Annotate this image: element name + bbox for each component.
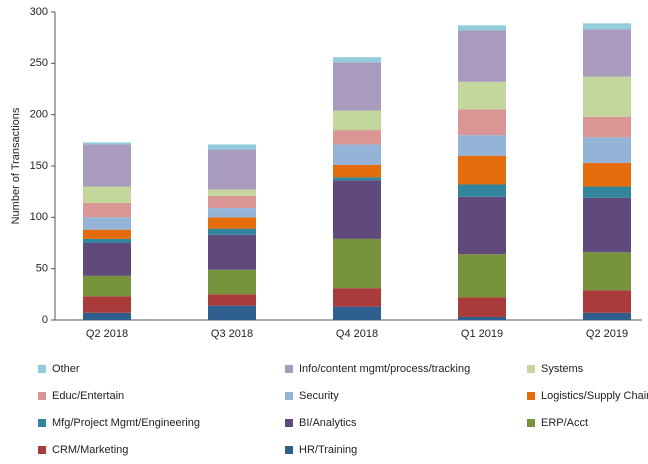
bar-segment [83, 296, 131, 313]
legend-swatch [285, 446, 293, 454]
legend-swatch [527, 365, 535, 373]
legend-label: Security [299, 390, 339, 402]
legend-label: Educ/Entertain [52, 390, 124, 402]
legend-label: Logistics/Supply Chain [541, 390, 648, 402]
y-tick-label: 250 [30, 57, 48, 69]
y-axis-label: Number of Transactions [10, 107, 22, 224]
bar-segment [83, 243, 131, 276]
bar-segment [208, 234, 256, 270]
x-tick-label: Q1 2019 [461, 328, 503, 340]
bar-segment [208, 189, 256, 196]
legend-label: Info/content mgmt/process/tracking [299, 363, 470, 375]
bar-segment [458, 316, 506, 320]
bar-segment [83, 275, 131, 297]
bar-segment [208, 195, 256, 209]
bar-segment [583, 23, 631, 30]
legend-label: HR/Training [299, 444, 357, 456]
bar-segment [208, 217, 256, 229]
legend-label: CRM/Marketing [52, 444, 128, 456]
bar-segment [83, 238, 131, 243]
bar-segment [83, 202, 131, 218]
bar-segment [583, 76, 631, 117]
legend-swatch [285, 365, 293, 373]
legend-label: Systems [541, 363, 584, 375]
bar-segment [83, 186, 131, 203]
bar-segment [208, 294, 256, 306]
y-tick-label: 300 [30, 6, 48, 18]
y-tick-label: 100 [30, 211, 48, 223]
bar-segment [333, 238, 381, 289]
bar-segment [83, 217, 131, 230]
bar-segment [333, 57, 381, 63]
legend-label: Other [52, 363, 80, 375]
bar-segment [458, 184, 506, 197]
bar-segment [333, 144, 381, 165]
y-tick-label: 150 [30, 160, 48, 172]
legend-swatch [527, 419, 535, 427]
bar-segment [83, 229, 131, 239]
bar-segment [208, 305, 256, 320]
bar-segment [83, 144, 131, 187]
bar-segment [458, 25, 506, 31]
legend-label: BI/Analytics [299, 417, 357, 429]
bar-segment [458, 135, 506, 156]
legend-label: Mfg/Project Mgmt/Engineering [52, 417, 200, 429]
bar-segment [333, 110, 381, 131]
bar-segment [333, 306, 381, 320]
bar-segment [333, 177, 381, 181]
legend-swatch [285, 419, 293, 427]
bar-segment [583, 290, 631, 313]
bar-segment [583, 116, 631, 138]
legend-swatch [527, 392, 535, 400]
bar-segment [333, 180, 381, 239]
bar-segment [333, 130, 381, 145]
bar-segment [458, 196, 506, 255]
x-tick-label: Q2 2019 [586, 328, 628, 340]
bar-segment [583, 137, 631, 163]
bar-segment [333, 164, 381, 178]
bar-segment [583, 186, 631, 198]
legend-swatch [285, 392, 293, 400]
y-tick-label: 0 [42, 314, 48, 326]
bar-segment [208, 144, 256, 150]
bar-segment [458, 155, 506, 185]
legend-swatch [38, 392, 46, 400]
bar-segment [208, 269, 256, 295]
x-tick-label: Q3 2018 [211, 328, 253, 340]
bar-segment [333, 62, 381, 111]
bar-segment [333, 288, 381, 307]
bar-segment [208, 228, 256, 235]
bar-segment [458, 109, 506, 136]
y-tick-label: 200 [30, 109, 48, 121]
y-tick-label: 50 [36, 263, 48, 275]
bar-segment [208, 208, 256, 218]
bar-segment [583, 162, 631, 187]
bar-segment [83, 312, 131, 320]
bar-segment [83, 142, 131, 145]
bar-segment [583, 252, 631, 291]
bar-segment [458, 81, 506, 110]
bar-segment [458, 297, 506, 317]
bar-segment [458, 30, 506, 82]
x-tick-label: Q2 2018 [86, 328, 128, 340]
bar-segment [583, 312, 631, 320]
legend-swatch [38, 419, 46, 427]
bar-segment [458, 254, 506, 298]
bar-segment [583, 29, 631, 77]
legend-swatch [38, 446, 46, 454]
x-tick-label: Q4 2018 [336, 328, 378, 340]
bar-segment [583, 197, 631, 253]
bar-segment [208, 149, 256, 190]
legend-label: ERP/Acct [541, 417, 588, 429]
legend-swatch [38, 365, 46, 373]
